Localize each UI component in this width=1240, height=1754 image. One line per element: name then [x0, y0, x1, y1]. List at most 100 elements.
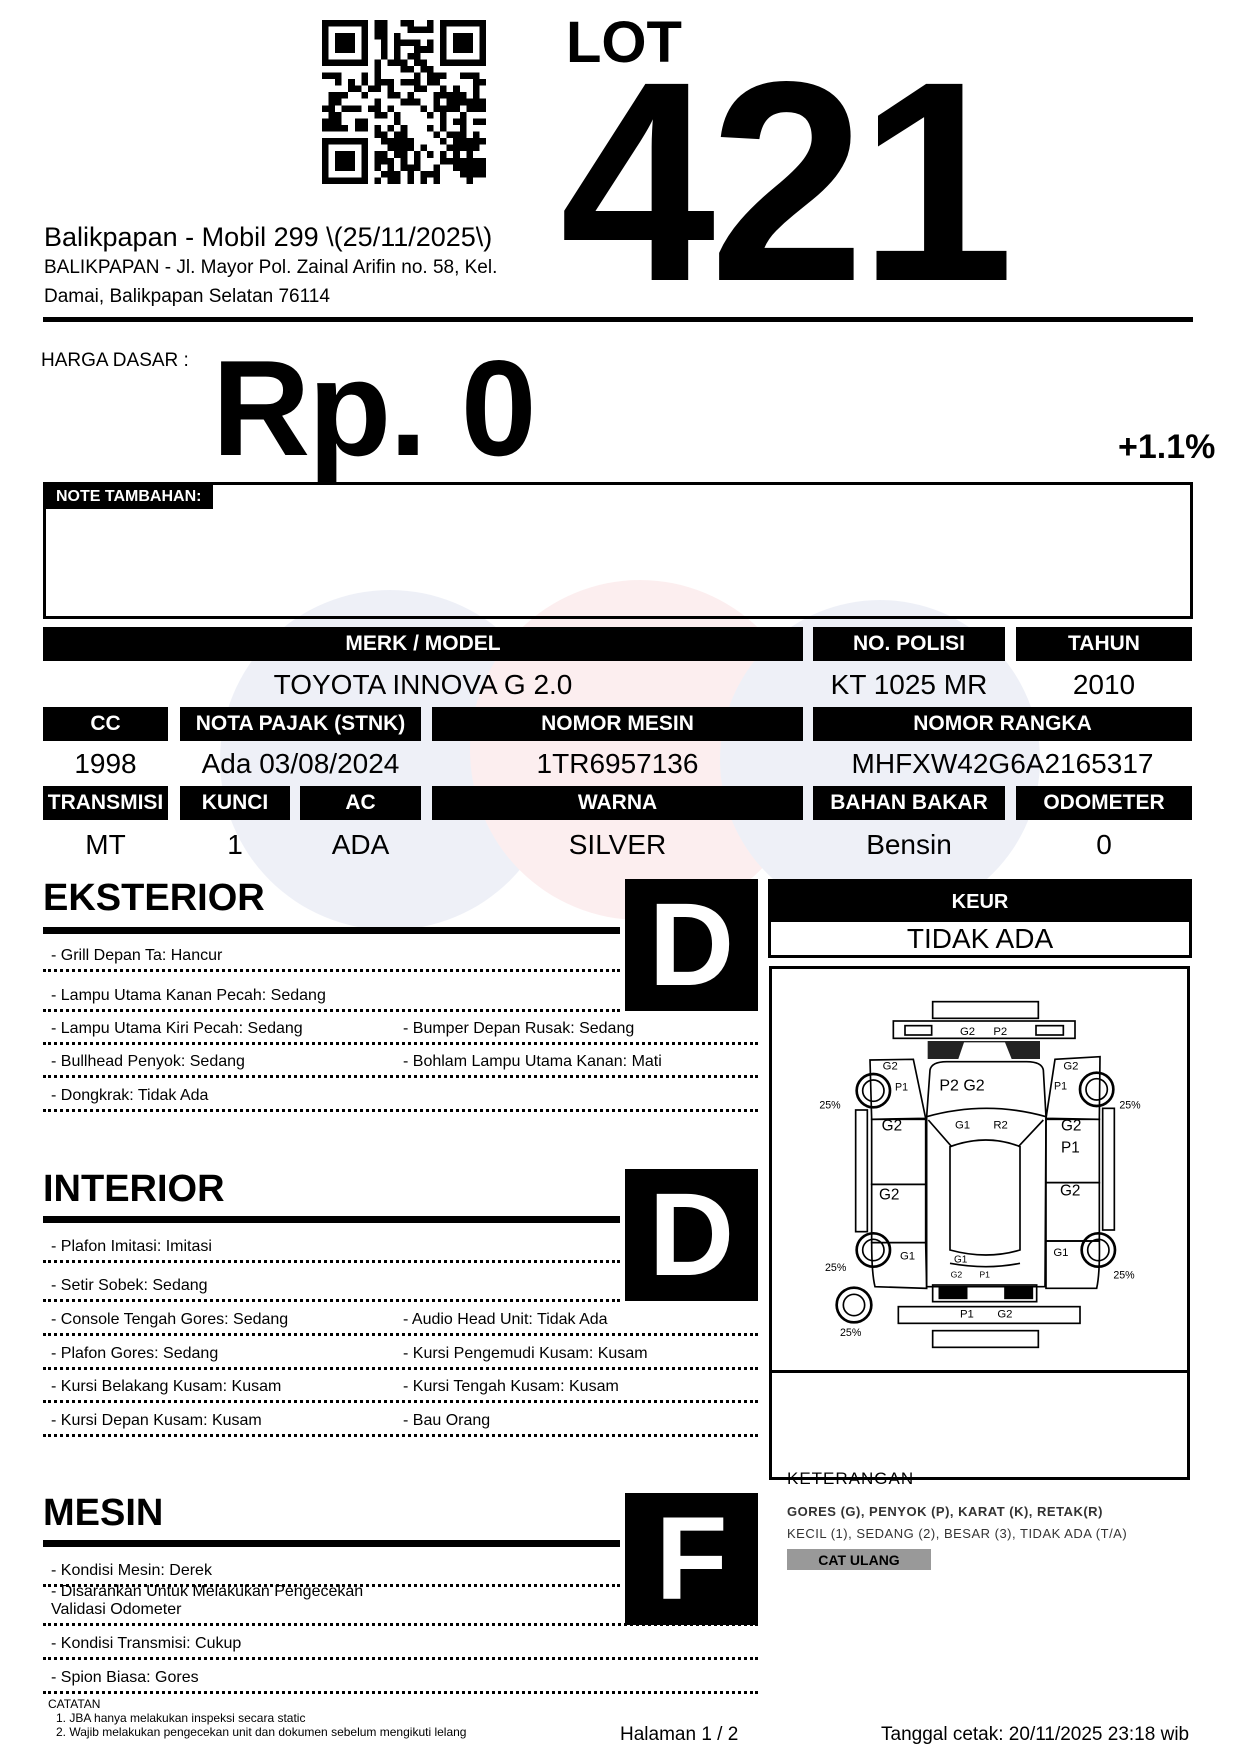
- keur-label: KEUR: [771, 882, 1189, 922]
- grade-interior: D: [625, 1169, 758, 1301]
- header-divider: [43, 317, 1193, 322]
- label-left-front-door: G2: [882, 1118, 902, 1135]
- tire-tread-label: 25%: [825, 1262, 847, 1274]
- keur-value: TIDAK ADA: [906, 922, 1054, 954]
- tire-tread-label: 25%: [819, 1099, 841, 1111]
- item-right: - Bau Orang: [403, 1412, 491, 1429]
- price-label: HARGA DASAR :: [41, 350, 189, 371]
- header-ac: AC: [300, 786, 421, 820]
- car-damage-diagram: G2 P2 P2 G2 G1 R2 G2 P1 G2 G2 G1 G2 P1 G…: [819, 1000, 1141, 1349]
- eksterior-list: - Grill Depan Ta: Hancur - Lampu Utama Ka…: [43, 934, 758, 1112]
- catatan-item-2: 2. Wajib melakukan pengecekan unit dan d…: [56, 1725, 467, 1739]
- item-left: - Spion Biasa: Gores: [51, 1669, 199, 1686]
- header-tahun: TAHUN: [1016, 627, 1192, 661]
- value-cc: 1998: [74, 748, 137, 779]
- print-date: Tanggal cetak: 20/11/2025 23:18 wib: [881, 1724, 1190, 1745]
- label-trunk: P1: [979, 1269, 990, 1279]
- label-trunk: G2: [951, 1269, 963, 1279]
- section-title-eksterior: EKSTERIOR: [43, 877, 265, 919]
- item-right: - Audio Head Unit: Tidak Ada: [403, 1311, 608, 1328]
- header-odometer: ODOMETER: [1016, 786, 1192, 820]
- section-title-interior: INTERIOR: [43, 1168, 225, 1210]
- legend-line-2: KECIL (1), SEDANG (2), BESAR (3), TIDAK …: [787, 1526, 1128, 1541]
- label-right-fender: P1: [1054, 1080, 1067, 1092]
- value-tahun: 2010: [1072, 669, 1136, 700]
- value-merk-model: TOYOTA INNOVA G 2.0: [273, 669, 573, 700]
- value-nomor-mesin: 1TR6957136: [536, 748, 699, 779]
- lot-label: LOT: [566, 10, 682, 75]
- list-item: - Setir Sobek: Sedang: [43, 1263, 620, 1302]
- item-left: - Kursi Depan Kusam: Kusam: [51, 1412, 262, 1429]
- list-item: - Grill Depan Ta: Hancur: [43, 934, 620, 972]
- price-change: +1.1%: [1118, 428, 1216, 466]
- item-left: - Plafon Gores: Sedang: [51, 1345, 219, 1362]
- value-nota-pajak: Ada 03/08/2024: [201, 748, 400, 779]
- header-warna: WARNA: [432, 786, 803, 820]
- list-item: - Lampu Utama Kiri Pecah: Sedang - Bumper…: [43, 1012, 758, 1045]
- item-left: - Kondisi Mesin: Derek: [51, 1562, 212, 1579]
- label-right-fender: G2: [1063, 1060, 1078, 1072]
- item-left: - Plafon Imitasi: Imitasi: [51, 1238, 212, 1255]
- note-label: NOTE TAMBAHAN:: [46, 485, 214, 509]
- page-number: Halaman 1 / 2: [620, 1724, 739, 1745]
- item-right: - Kursi Tengah Kusam: Kusam: [403, 1378, 619, 1395]
- rear-bumper-outer: [931, 1329, 1040, 1349]
- rear-bumper-top: [931, 1284, 1038, 1303]
- legend-title: KETERANGAN: [787, 1469, 915, 1488]
- item-left: - Kursi Belakang Kusam: Kusam: [51, 1378, 282, 1395]
- diagram-divider: [769, 1370, 1190, 1373]
- value-transmisi: MT: [85, 829, 126, 860]
- auction-title: Balikpapan - Mobil 299 \(25/11/2025\): [44, 222, 493, 252]
- hood: [925, 1060, 1047, 1117]
- label-right-rear-door: G2: [1060, 1182, 1080, 1199]
- label-right-front-door: P1: [1061, 1140, 1080, 1157]
- rear-bumper: [897, 1305, 1081, 1325]
- label-roof: G1: [955, 1119, 970, 1131]
- item-left: - Disarankan Untuk Melakukan Pengecekan …: [51, 1583, 364, 1618]
- keur-box: KEUR TIDAK ADA: [768, 879, 1192, 958]
- list-item: - Kondisi Transmisi: Cukup: [43, 1626, 758, 1660]
- value-warna: SILVER: [568, 829, 667, 860]
- item-left: - Setir Sobek: Sedang: [51, 1277, 208, 1294]
- grade-mesin: F: [625, 1493, 758, 1625]
- item-left: - Lampu Utama Kanan Pecah: Sedang: [51, 987, 326, 1004]
- item-left: - Bullhead Penyok: Sedang: [51, 1053, 245, 1070]
- label-front-bumper: P2: [993, 1026, 1007, 1038]
- label-trunk: G1: [954, 1254, 968, 1265]
- front-bumper: [892, 1020, 1076, 1040]
- label-front-bumper: G2: [960, 1026, 975, 1038]
- tire-icons: [835, 1071, 1117, 1324]
- base-price: Rp. 0: [212, 332, 536, 484]
- item-left: - Lampu Utama Kiri Pecah: Sedang: [51, 1020, 303, 1037]
- list-item: - Spion Biasa: Gores: [43, 1660, 758, 1694]
- label-left-fender: G2: [883, 1060, 898, 1072]
- header-nomor-rangka: NOMOR RANGKA: [813, 707, 1192, 741]
- right-front-fender: [1045, 1055, 1101, 1121]
- cat-ulang-legend: CAT ULANG: [787, 1549, 931, 1570]
- list-item: - Lampu Utama Kanan Pecah: Sedang: [43, 972, 620, 1012]
- value-bahan-bakar: Bensin: [866, 829, 952, 860]
- value-ac: ADA: [331, 829, 390, 860]
- right-side-skirt: [1101, 1107, 1116, 1231]
- address-line-2: Damai, Balikpapan Selatan 76114: [44, 286, 330, 307]
- list-item: - Kondisi Mesin: Derek: [43, 1547, 620, 1587]
- tire-tread-label: 25%: [1113, 1269, 1135, 1281]
- section-bar: [43, 927, 620, 934]
- left-rear-fender: [870, 1241, 928, 1290]
- left-side-skirt: [854, 1109, 869, 1233]
- list-item: - Plafon Imitasi: Imitasi: [43, 1223, 620, 1263]
- header-merk-model: MERK / MODEL: [43, 627, 803, 661]
- value-no-polisi: KT 1025 MR: [830, 669, 988, 700]
- qr-code-icon: [322, 20, 486, 184]
- label-hood: P2 G2: [939, 1078, 984, 1095]
- header-nomor-mesin: NOMOR MESIN: [432, 707, 803, 741]
- item-left: - Grill Depan Ta: Hancur: [51, 947, 223, 964]
- list-item: - Dongkrak: Tidak Ada: [43, 1078, 758, 1112]
- mesin-list: - Kondisi Mesin: Derek - Disarankan Untuk…: [43, 1547, 758, 1694]
- item-left: - Kondisi Transmisi: Cukup: [51, 1635, 242, 1652]
- list-item: - Console Tengah Gores: Sedang - Audio He…: [43, 1302, 758, 1336]
- list-item: - Plafon Gores: Sedang - Kursi Pengemudi …: [43, 1336, 758, 1370]
- label-roof: R2: [993, 1119, 1007, 1131]
- interior-list: - Plafon Imitasi: Imitasi - Setir Sobek: …: [43, 1223, 758, 1437]
- tire-tread-label: 25%: [1119, 1099, 1141, 1111]
